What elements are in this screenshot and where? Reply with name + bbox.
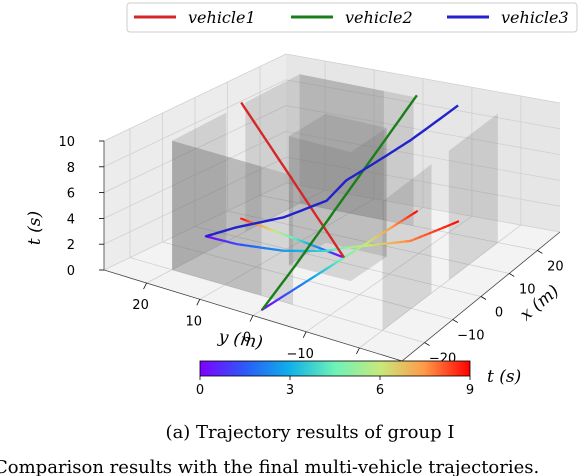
trajectories: [205, 94, 459, 311]
grid-line-x: [194, 97, 482, 297]
tick-label-t: 6: [67, 187, 75, 202]
tick-mark-x: [452, 319, 458, 323]
grid-line-t: [103, 156, 561, 245]
tick-mark-y: [196, 299, 201, 306]
tick-label-t: 4: [67, 212, 75, 227]
colorbar-tick-label: 3: [286, 383, 294, 398]
tick-mark-x: [424, 342, 430, 346]
grid-line-x: [162, 113, 453, 320]
grid-line-y: [146, 61, 326, 284]
body-text-fragment: Comparison results with the final multi-…: [0, 457, 539, 476]
colorbar-ticks: 0 3 6 9: [196, 376, 474, 398]
figure-caption: (a) Trajectory results of group I: [166, 422, 455, 443]
grid-line-y: [199, 69, 375, 300]
obstacle-plane: [172, 140, 262, 296]
colorbar-tick-label: 9: [466, 383, 474, 398]
legend: vehicle1 vehicle2 vehicle3: [126, 2, 578, 33]
tick-mark-y: [302, 331, 307, 338]
tick-mark-y: [143, 282, 147, 290]
obstacle-plane: [382, 164, 432, 331]
tick-label-t: 0: [67, 264, 75, 279]
legend-label-vehicle2: vehicle2: [345, 8, 413, 27]
tick-mark-x: [509, 273, 515, 277]
grid-line-t: [103, 105, 561, 193]
tick-label-t: 10: [58, 135, 75, 150]
ground-projection-segment: [412, 210, 419, 215]
tick-label-y: 20: [132, 298, 149, 313]
obstacle-plane: [350, 127, 387, 282]
series-line-vehicle1: [240, 101, 346, 259]
tick-mark-x: [480, 296, 487, 300]
obstacle-plane: [172, 140, 294, 305]
obstacle-plane: [299, 74, 384, 220]
obstacle-plane: [245, 74, 300, 232]
obstacle-plane: [299, 74, 414, 226]
tick-label-t: 8: [67, 161, 75, 176]
grid-line-t: [103, 53, 561, 142]
tick-label-x: 0: [495, 306, 503, 321]
colorbar: 0 3 6 9 t (s): [196, 360, 521, 398]
tick-label-x: −10: [457, 329, 484, 344]
grid-line-y: [305, 87, 473, 333]
colorbar-label: t (s): [487, 367, 521, 387]
colorbar-gradient: [199, 360, 471, 377]
legend-label-vehicle3: vehicle3: [501, 8, 569, 27]
grid-line-y: [359, 96, 522, 349]
y-axis-label: y (m): [216, 327, 264, 353]
grid-line-x: [129, 128, 425, 343]
colorbar-tick-label: 6: [376, 383, 384, 398]
obstacle-plane: [172, 112, 227, 270]
series-line-vehicle2: [261, 94, 418, 311]
obstacle-plane: [288, 113, 326, 266]
tick-label-t: 2: [67, 238, 75, 253]
series-line-vehicle3: [205, 104, 459, 238]
tick-label-x: 20: [547, 259, 564, 274]
tick-label-y: 10: [186, 314, 203, 329]
grid-line-t: [103, 130, 561, 219]
obstacle-plane: [325, 113, 387, 257]
grid-lines: [103, 53, 561, 362]
grid-line-x: [259, 66, 538, 251]
tick-mark-y: [249, 315, 254, 322]
legend-label-vehicle1: vehicle1: [188, 8, 256, 27]
colorbar-tick-label: 0: [196, 383, 204, 398]
tick-label-x: 10: [519, 282, 536, 297]
grid-line-x: [227, 82, 510, 274]
tick-label-y: 0: [243, 331, 251, 346]
tick-label-y: −10: [286, 347, 313, 362]
grid-line-t: [103, 79, 561, 168]
ground-projection-segment: [452, 220, 460, 225]
t-axis-label: t (s): [25, 211, 45, 245]
legend-box: [126, 2, 578, 33]
obstacle-plane: [448, 113, 498, 280]
ground-projection-segment: [240, 217, 246, 221]
tick-mark-y: [356, 347, 360, 355]
grid-line-t: [103, 182, 561, 271]
ground-projections: [204, 210, 460, 311]
tick-mark-x: [537, 250, 543, 254]
